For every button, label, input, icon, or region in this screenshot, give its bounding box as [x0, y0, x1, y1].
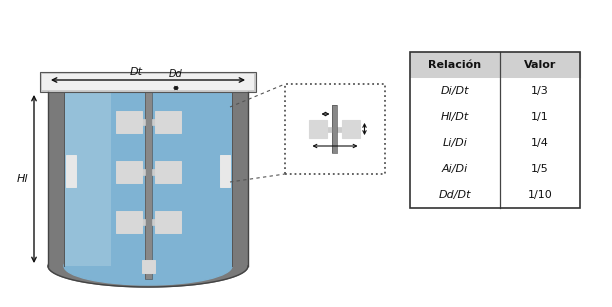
Text: Relación: Relación [428, 60, 482, 70]
Bar [144, 92, 152, 279]
Text: 1/4: 1/4 [531, 138, 549, 148]
Bar [154, 111, 181, 133]
Text: 1/3: 1/3 [531, 86, 549, 96]
Bar [232, 92, 248, 266]
Text: Dd/Dt: Dd/Dt [439, 190, 471, 200]
Bar [141, 260, 154, 273]
Bar [64, 92, 111, 266]
Bar [220, 155, 230, 187]
Bar [116, 161, 141, 183]
Bar [152, 169, 168, 175]
Text: Hl/Dt: Hl/Dt [441, 112, 469, 122]
Text: Di: Di [330, 149, 340, 159]
Ellipse shape [48, 245, 248, 287]
Bar [154, 211, 181, 233]
Bar [152, 119, 168, 125]
Bar [310, 120, 327, 138]
Bar [343, 120, 360, 138]
Bar [332, 105, 337, 153]
Bar [64, 92, 232, 266]
Bar [40, 72, 256, 92]
Bar [410, 78, 580, 104]
Bar [318, 126, 332, 131]
Bar [129, 119, 144, 125]
Text: Li/Di: Li/Di [442, 138, 468, 148]
Ellipse shape [64, 247, 232, 285]
Bar [144, 92, 152, 279]
Text: 1/1: 1/1 [531, 112, 549, 122]
Bar [410, 182, 580, 208]
Bar [116, 111, 141, 133]
Bar [410, 104, 580, 130]
Text: Ai/Di: Ai/Di [442, 164, 468, 174]
Bar [410, 156, 580, 182]
Bar [154, 161, 181, 183]
Bar [410, 130, 580, 156]
Bar [40, 72, 256, 92]
Bar [129, 169, 144, 175]
Bar [410, 52, 580, 78]
Text: Di/Dt: Di/Dt [441, 86, 469, 96]
Text: 1/5: 1/5 [531, 164, 549, 174]
Bar [337, 126, 351, 131]
Bar [48, 92, 64, 266]
Bar [129, 219, 144, 225]
Text: Ai: Ai [368, 124, 378, 134]
Bar [66, 155, 76, 187]
Text: Dt: Dt [130, 67, 143, 77]
Bar [42, 74, 254, 90]
Bar [410, 52, 580, 208]
Text: 1/10: 1/10 [528, 190, 553, 200]
Text: Hl: Hl [17, 174, 28, 184]
Text: Li: Li [321, 101, 330, 111]
Bar [332, 105, 337, 153]
Bar [285, 84, 385, 174]
Text: Valor: Valor [524, 60, 556, 70]
Bar [152, 219, 168, 225]
Text: Dd: Dd [169, 69, 183, 79]
Bar [116, 211, 141, 233]
